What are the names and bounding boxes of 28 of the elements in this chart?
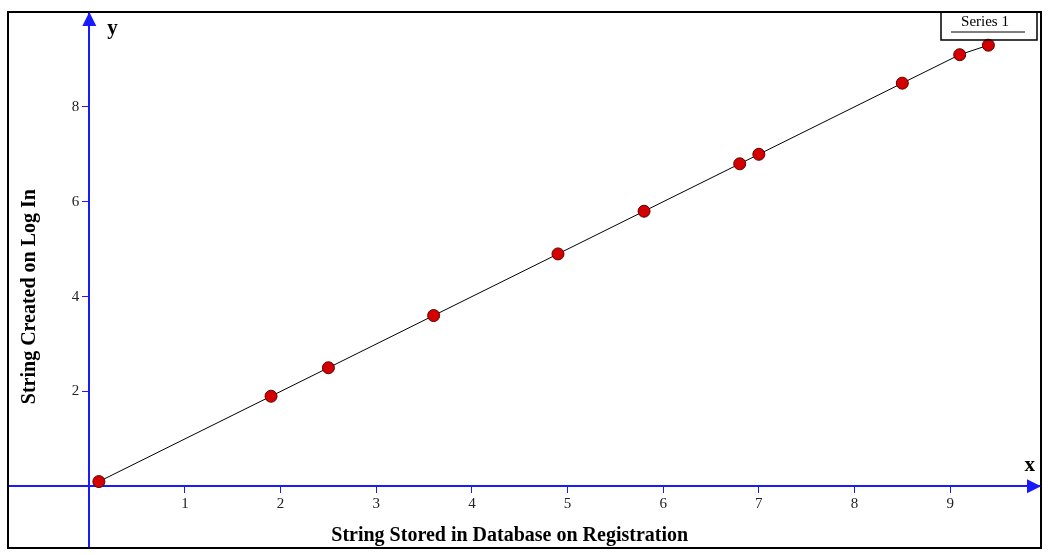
point xyxy=(637,204,651,218)
point xyxy=(321,361,335,375)
point xyxy=(895,76,909,90)
x-tick-label: 1 xyxy=(181,495,189,512)
y-axis-title: String Created on Log In xyxy=(17,188,41,405)
series-label: Series 1 xyxy=(961,12,1009,29)
point xyxy=(733,157,747,171)
point xyxy=(551,247,565,261)
x-tick-label: 4 xyxy=(468,495,477,512)
x-tick-label: 2 xyxy=(276,495,285,512)
y-tick-label: 8 xyxy=(71,97,80,114)
annotation: y xyxy=(107,14,119,39)
x-tick-label: 5 xyxy=(563,495,572,512)
y-tick-label: 6 xyxy=(71,192,80,209)
point xyxy=(427,309,441,323)
x-tick-label: 3 xyxy=(372,495,380,512)
point xyxy=(264,389,278,403)
y-tick-label: 4 xyxy=(71,287,80,304)
point xyxy=(953,48,967,62)
x-tick-label: 9 xyxy=(946,495,954,512)
x-axis-title: String Stored in Database on Registration xyxy=(331,523,689,547)
point xyxy=(92,475,106,489)
x-tick-label: 6 xyxy=(659,495,668,512)
y-tick-label: 2 xyxy=(71,382,80,399)
x-tick-label: 8 xyxy=(850,495,859,512)
annotation: x xyxy=(1024,452,1036,477)
x-tick-label: 7 xyxy=(755,495,764,512)
point xyxy=(752,147,766,161)
